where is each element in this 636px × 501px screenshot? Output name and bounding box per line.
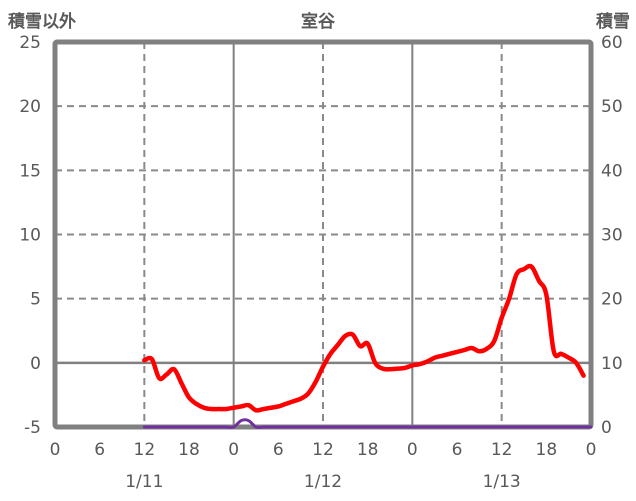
snow-depth-series-line	[142, 418, 593, 429]
x-axis-hour-label: 18	[178, 440, 200, 460]
x-axis-hour-label: 6	[273, 440, 284, 460]
x-axis-hour-label: 18	[536, 440, 558, 460]
right-axis-tick-label: 0	[601, 418, 612, 438]
left-axis-tick-label: 20	[19, 97, 41, 117]
x-axis-hour-label: 12	[491, 440, 513, 460]
x-axis-date-label: 1/12	[304, 472, 342, 492]
x-axis-hour-label: 0	[228, 440, 239, 460]
left-axis-tick-label: 15	[19, 161, 41, 181]
left-axis-tick-label: 0	[30, 354, 41, 374]
x-axis-hour-label: 12	[312, 440, 334, 460]
left-axis-title: 積雪以外	[8, 12, 76, 32]
left-axis-tick-label: 10	[19, 226, 41, 246]
right-axis-tick-label: 30	[601, 226, 623, 246]
x-axis-hour-label: 12	[134, 440, 156, 460]
non-snow-series-line	[142, 263, 586, 413]
x-axis-hour-label: 0	[50, 440, 61, 460]
right-axis-tick-label: 40	[601, 161, 623, 181]
right-axis-title: 積雪	[596, 12, 630, 32]
x-axis-hour-label: 6	[94, 440, 105, 460]
right-axis-tick-label: 20	[601, 290, 623, 310]
x-axis-date-label: 1/13	[483, 472, 521, 492]
right-axis-tick-label: 60	[601, 33, 623, 53]
left-axis-tick-label: -5	[24, 418, 41, 438]
x-axis-hour-label: 18	[357, 440, 379, 460]
x-axis-hour-label: 0	[586, 440, 597, 460]
x-axis-date-label: 1/11	[125, 472, 163, 492]
x-axis-hour-label: 6	[452, 440, 463, 460]
right-axis-tick-label: 10	[601, 354, 623, 374]
x-axis-hour-label: 0	[407, 440, 418, 460]
right-axis-tick-label: 50	[601, 97, 623, 117]
left-axis-tick-label: 25	[19, 33, 41, 53]
left-axis-tick-label: 5	[30, 290, 41, 310]
chart-title: 室谷	[301, 12, 335, 32]
